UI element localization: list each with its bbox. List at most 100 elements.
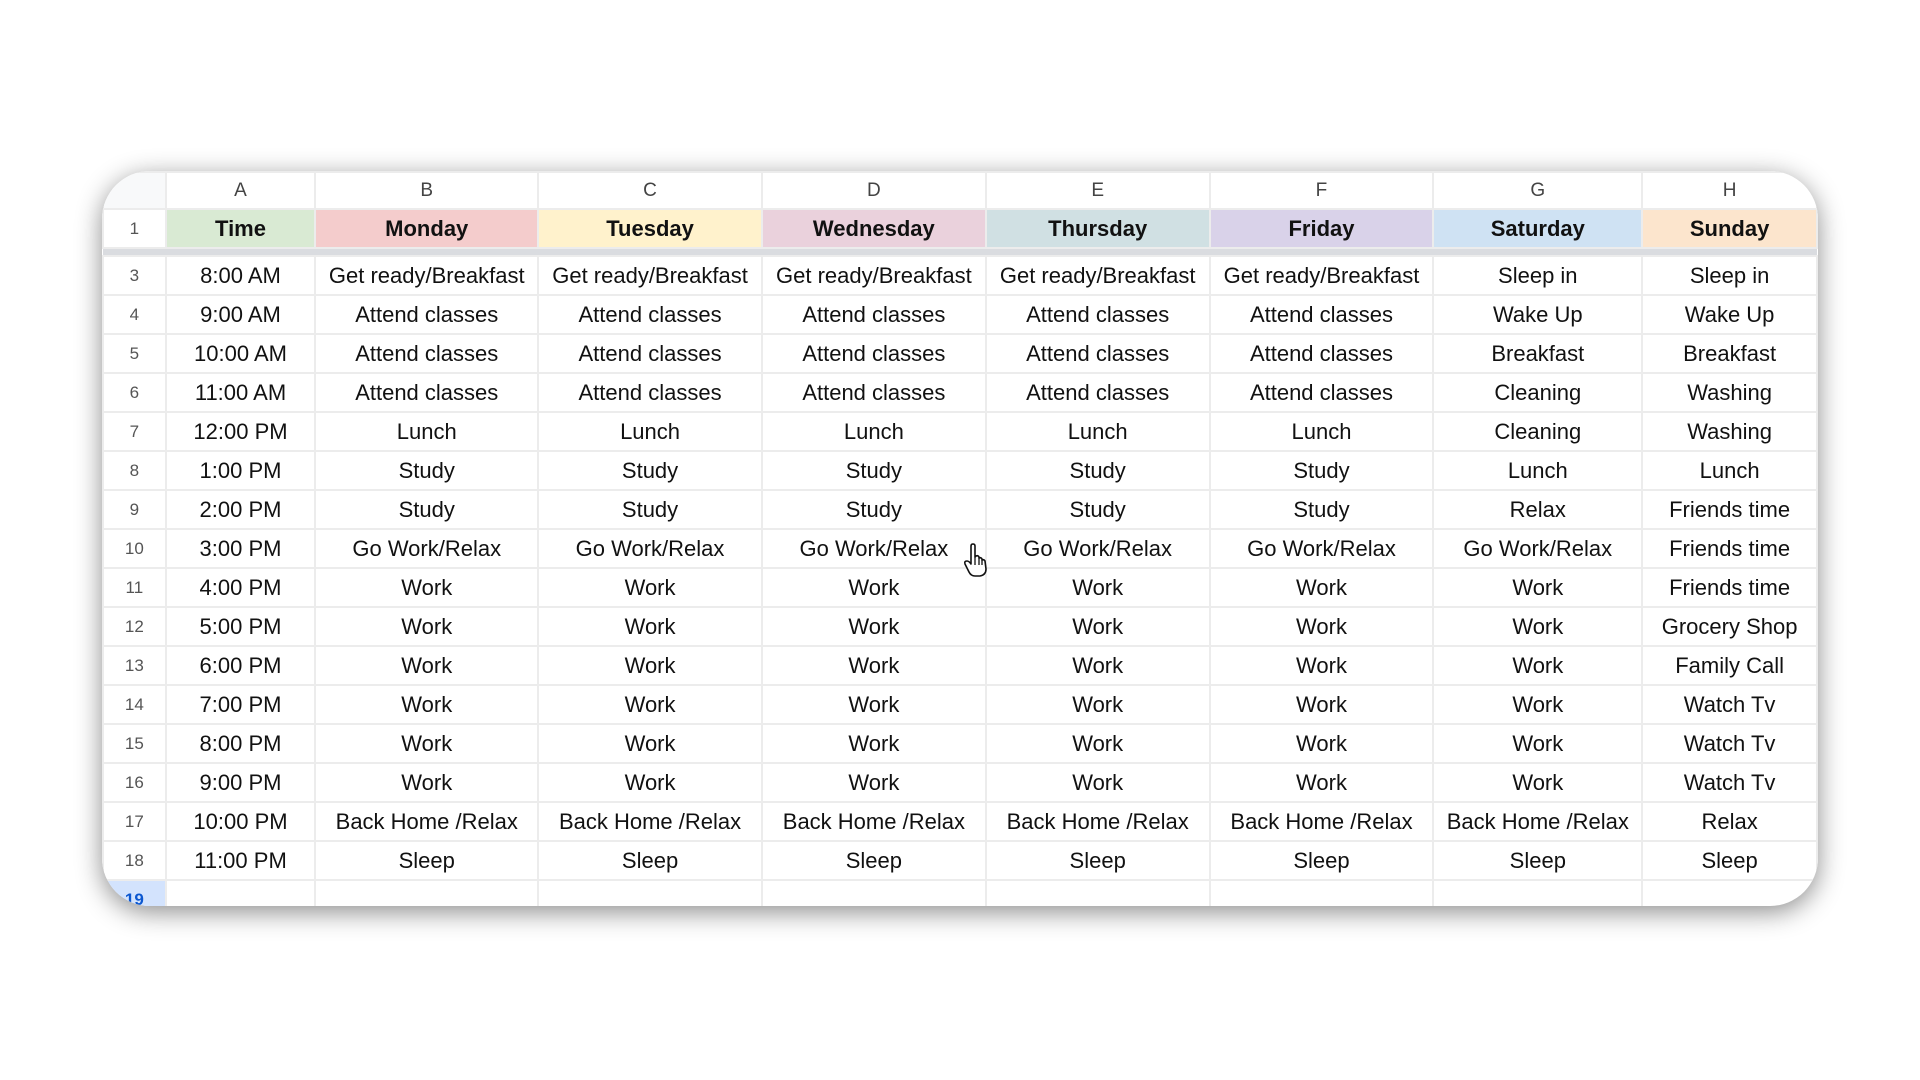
row-number[interactable]: 18 bbox=[102, 840, 167, 881]
cell-e[interactable]: Work bbox=[984, 606, 1211, 647]
cell-a[interactable]: 8:00 PM bbox=[164, 723, 317, 764]
cell-c[interactable]: Work bbox=[537, 762, 763, 803]
cell-h[interactable] bbox=[1641, 879, 1818, 906]
cell-a[interactable]: 10:00 AM bbox=[164, 333, 317, 374]
cell-g[interactable]: Work bbox=[1432, 606, 1644, 647]
cell-e[interactable]: Attend classes bbox=[984, 372, 1211, 413]
header-cell-sunday[interactable]: Sunday bbox=[1641, 208, 1818, 249]
row-number[interactable]: 17 bbox=[102, 801, 167, 842]
cell-b[interactable]: Work bbox=[314, 723, 540, 764]
row-number[interactable]: 13 bbox=[102, 645, 167, 686]
column-header-c[interactable]: C bbox=[537, 171, 763, 210]
cell-a[interactable]: 8:00 AM bbox=[164, 255, 317, 296]
cell-h[interactable]: Washing bbox=[1641, 411, 1818, 452]
cell-c[interactable]: Study bbox=[537, 450, 763, 491]
cell-g[interactable]: Work bbox=[1432, 684, 1644, 725]
cell-h[interactable]: Family Call bbox=[1641, 645, 1818, 686]
cell-a[interactable]: 9:00 PM bbox=[164, 762, 317, 803]
select-all-corner[interactable] bbox=[102, 171, 167, 210]
column-header-d[interactable]: D bbox=[760, 171, 987, 210]
header-cell-tuesday[interactable]: Tuesday bbox=[537, 208, 763, 249]
cell-g[interactable]: Work bbox=[1432, 762, 1644, 803]
header-cell-time[interactable]: Time bbox=[164, 208, 317, 249]
cell-f[interactable]: Work bbox=[1208, 723, 1435, 764]
column-header-a[interactable]: A bbox=[164, 171, 317, 210]
cell-f[interactable]: Sleep bbox=[1208, 840, 1435, 881]
row-number[interactable]: 19 bbox=[102, 879, 167, 906]
cell-c[interactable]: Work bbox=[537, 567, 763, 608]
cell-h[interactable]: Relax bbox=[1641, 801, 1818, 842]
cell-b[interactable]: Study bbox=[314, 489, 540, 530]
cell-e[interactable]: Lunch bbox=[984, 411, 1211, 452]
cell-f[interactable]: Attend classes bbox=[1208, 333, 1435, 374]
column-header-h[interactable]: H bbox=[1641, 171, 1818, 210]
cell-h[interactable]: Sleep bbox=[1641, 840, 1818, 881]
cell-c[interactable]: Attend classes bbox=[537, 333, 763, 374]
cell-f[interactable]: Lunch bbox=[1208, 411, 1435, 452]
cell-h[interactable]: Friends time bbox=[1641, 528, 1818, 569]
header-cell-wednesday[interactable]: Wednesday bbox=[760, 208, 987, 249]
freeze-divider[interactable] bbox=[103, 248, 1817, 256]
cell-d[interactable]: Attend classes bbox=[760, 372, 987, 413]
cell-f[interactable]: Back Home /Relax bbox=[1208, 801, 1435, 842]
cell-e[interactable] bbox=[984, 879, 1211, 906]
cell-c[interactable] bbox=[537, 879, 763, 906]
cell-d[interactable] bbox=[760, 879, 987, 906]
row-number[interactable]: 4 bbox=[102, 294, 167, 335]
cell-g[interactable]: Wake Up bbox=[1432, 294, 1644, 335]
row-number[interactable]: 14 bbox=[102, 684, 167, 725]
cell-b[interactable]: Work bbox=[314, 645, 540, 686]
cell-f[interactable]: Study bbox=[1208, 489, 1435, 530]
cell-a[interactable]: 7:00 PM bbox=[164, 684, 317, 725]
cell-e[interactable]: Work bbox=[984, 723, 1211, 764]
cell-d[interactable]: Back Home /Relax bbox=[760, 801, 987, 842]
cell-h[interactable]: Lunch bbox=[1641, 450, 1818, 491]
cell-a[interactable]: 9:00 AM bbox=[164, 294, 317, 335]
cell-g[interactable]: Breakfast bbox=[1432, 333, 1644, 374]
cell-f[interactable]: Get ready/Breakfast bbox=[1208, 255, 1435, 296]
cell-g[interactable]: Sleep in bbox=[1432, 255, 1644, 296]
cell-e[interactable]: Study bbox=[984, 450, 1211, 491]
cell-g[interactable] bbox=[1432, 879, 1644, 906]
cell-f[interactable]: Attend classes bbox=[1208, 372, 1435, 413]
cell-h[interactable]: Breakfast bbox=[1641, 333, 1818, 374]
row-number[interactable]: 5 bbox=[102, 333, 167, 374]
cell-c[interactable]: Attend classes bbox=[537, 372, 763, 413]
cell-b[interactable]: Attend classes bbox=[314, 333, 540, 374]
cell-b[interactable]: Get ready/Breakfast bbox=[314, 255, 540, 296]
cell-e[interactable]: Go Work/Relax bbox=[984, 528, 1211, 569]
cell-c[interactable]: Attend classes bbox=[537, 294, 763, 335]
cell-d[interactable]: Get ready/Breakfast bbox=[760, 255, 987, 296]
cell-a[interactable]: 6:00 PM bbox=[164, 645, 317, 686]
cell-d[interactable]: Attend classes bbox=[760, 333, 987, 374]
cell-b[interactable]: Study bbox=[314, 450, 540, 491]
cell-a[interactable]: 2:00 PM bbox=[164, 489, 317, 530]
row-number[interactable]: 7 bbox=[102, 411, 167, 452]
cell-h[interactable]: Friends time bbox=[1641, 567, 1818, 608]
cell-h[interactable]: Grocery Shop bbox=[1641, 606, 1818, 647]
row-number[interactable]: 6 bbox=[102, 372, 167, 413]
cell-h[interactable]: Friends time bbox=[1641, 489, 1818, 530]
cell-a[interactable]: 4:00 PM bbox=[164, 567, 317, 608]
cell-d[interactable]: Study bbox=[760, 450, 987, 491]
cell-d[interactable]: Go Work/Relax bbox=[760, 528, 987, 569]
cell-e[interactable]: Work bbox=[984, 762, 1211, 803]
cell-f[interactable]: Work bbox=[1208, 567, 1435, 608]
cell-a[interactable]: 5:00 PM bbox=[164, 606, 317, 647]
cell-a[interactable]: 12:00 PM bbox=[164, 411, 317, 452]
cell-f[interactable]: Work bbox=[1208, 645, 1435, 686]
cell-d[interactable]: Work bbox=[760, 762, 987, 803]
cell-f[interactable]: Go Work/Relax bbox=[1208, 528, 1435, 569]
cell-f[interactable]: Attend classes bbox=[1208, 294, 1435, 335]
cell-e[interactable]: Attend classes bbox=[984, 333, 1211, 374]
cell-g[interactable]: Sleep bbox=[1432, 840, 1644, 881]
cell-h[interactable]: Washing bbox=[1641, 372, 1818, 413]
cell-d[interactable]: Work bbox=[760, 606, 987, 647]
column-header-f[interactable]: F bbox=[1208, 171, 1435, 210]
cell-a[interactable]: 11:00 AM bbox=[164, 372, 317, 413]
cell-h[interactable]: Watch Tv bbox=[1641, 762, 1818, 803]
cell-g[interactable]: Back Home /Relax bbox=[1432, 801, 1644, 842]
cell-f[interactable]: Work bbox=[1208, 606, 1435, 647]
cell-b[interactable]: Lunch bbox=[314, 411, 540, 452]
cell-b[interactable]: Back Home /Relax bbox=[314, 801, 540, 842]
